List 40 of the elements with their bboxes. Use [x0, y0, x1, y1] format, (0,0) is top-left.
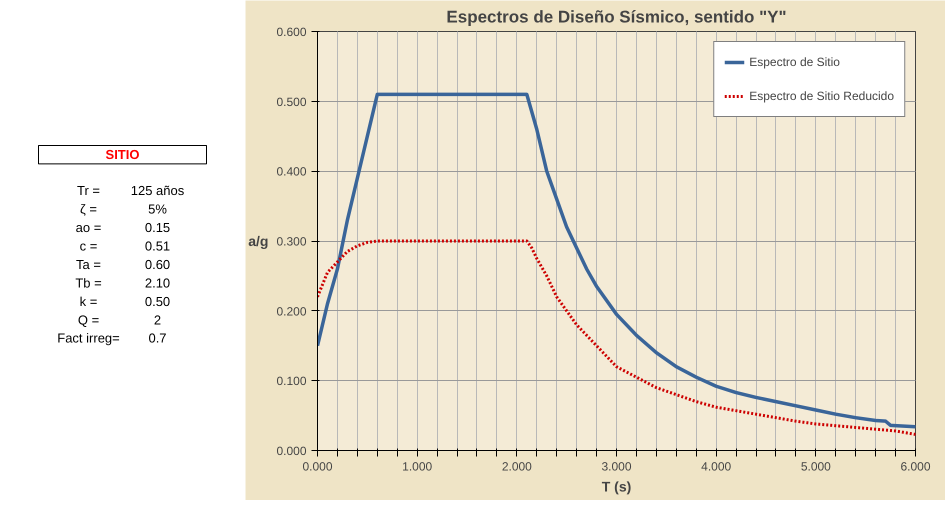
text: ζ = [80, 202, 97, 217]
line-series [318, 240, 916, 436]
text: k = [80, 294, 98, 309]
text: 0.7 [148, 330, 167, 346]
x-tick-label: 0.000 [302, 460, 333, 474]
text: 2.10 [144, 275, 170, 290]
legend-label: Espectro de Sitio Reducido [749, 89, 894, 103]
x-tick-label: 3.000 [601, 460, 632, 474]
text: SITIO [106, 147, 140, 162]
line-series [318, 92, 916, 429]
text: 5% [148, 202, 168, 217]
text: Tb = [75, 275, 102, 290]
chart-title: Espectros de Diseño Sísmico, sentido "Y" [446, 8, 787, 26]
x-tick-label: 6.000 [900, 460, 931, 474]
text: 125 años [130, 183, 185, 198]
text: 0.60 [144, 256, 170, 272]
text: Ta = [76, 256, 101, 272]
text: 0.50 [144, 294, 170, 309]
text: Fact irreg= [57, 330, 120, 346]
text: 0.51 [144, 238, 170, 254]
y-tick-label: 0.500 [276, 94, 307, 109]
y-tick-label: 0.300 [276, 234, 307, 248]
text: 2 [154, 312, 162, 328]
y-tick-label: 0.600 [276, 25, 307, 39]
legend-label: Espectro de Sitio [749, 55, 840, 69]
y-axis-title: a/g [248, 233, 268, 249]
text: Tr = [77, 183, 100, 198]
x-tick-label: 2.000 [502, 460, 532, 474]
text: c = [80, 238, 98, 254]
text: 0.15 [144, 220, 170, 236]
y-tick-label: 0.400 [276, 164, 307, 179]
x-axis-title: T (s) [602, 478, 632, 494]
text: ao = [76, 220, 102, 236]
x-tick-label: 5.000 [800, 460, 832, 474]
x-tick-label: 4.000 [701, 460, 732, 474]
y-tick-label: 0.200 [276, 304, 307, 318]
x-tick-label: 1.000 [402, 460, 433, 474]
y-tick-label: 0.100 [276, 374, 307, 388]
y-tick-label: 0.000 [276, 444, 307, 458]
text: Q = [78, 312, 100, 328]
